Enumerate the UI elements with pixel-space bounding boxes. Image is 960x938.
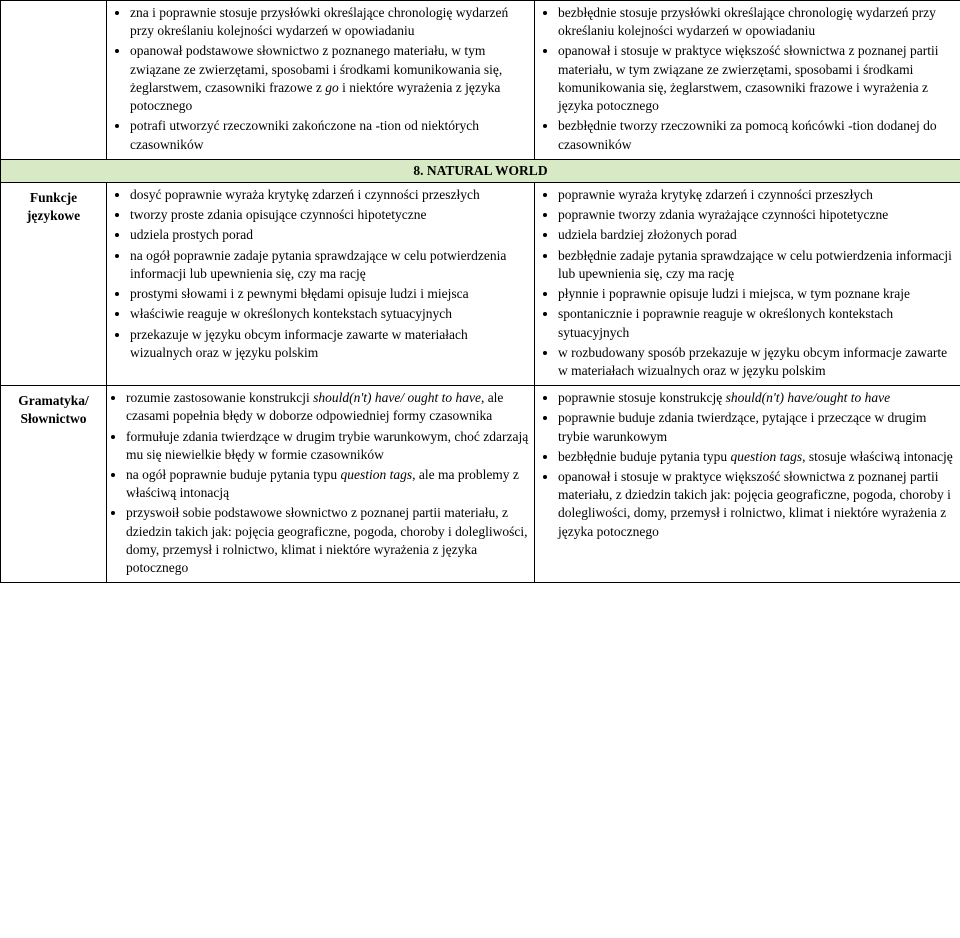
bullet-item: opanował podstawowe słownictwo z poznane… [130,42,529,117]
criteria-cell-left: rozumie zastosowanie konstrukcji should(… [107,386,535,583]
bullet-list: dosyć poprawnie wyraża krytykę zdarzeń i… [112,186,529,364]
bullet-item: na ogół poprawnie buduje pytania typu qu… [126,466,529,504]
row-header-empty [1,1,107,160]
criteria-cell-left: zna i poprawnie stosuje przysłówki okreś… [107,1,535,160]
bullet-item: bezbłędnie zadaje pytania sprawdzające w… [558,247,955,285]
bullet-item: opanował i stosuje w praktyce większość … [558,42,955,117]
bullet-item: w rozbudowany sposób przekazuje w języku… [558,344,955,382]
row-header: Gramatyka/ Słownictwo [1,386,107,583]
bullet-item: poprawnie stosuje konstrukcję should(n't… [558,389,955,409]
bullet-item: płynnie i poprawnie opisuje ludzi i miej… [558,285,955,305]
bullet-item: udziela bardziej złożonych porad [558,226,955,246]
bullet-item: bezbłędnie stosuje przysłówki określając… [558,4,955,42]
bullet-list: bezbłędnie stosuje przysłówki określając… [540,4,955,156]
bullet-item: zna i poprawnie stosuje przysłówki okreś… [130,4,529,42]
bullet-list: poprawnie stosuje konstrukcję should(n't… [540,389,955,543]
bullet-list: rozumie zastosowanie konstrukcji should(… [112,389,529,579]
bullet-list: zna i poprawnie stosuje przysłówki okreś… [112,4,529,156]
criteria-cell-right: poprawnie wyraża krytykę zdarzeń i czynn… [535,182,960,385]
bullet-item: rozumie zastosowanie konstrukcji should(… [126,389,529,427]
bullet-item: na ogół poprawnie zadaje pytania sprawdz… [130,247,529,285]
bullet-item: poprawnie buduje zdania twierdzące, pyta… [558,409,955,447]
bullet-item: poprawnie tworzy zdania wyrażające czynn… [558,206,955,226]
bullet-item: formułuje zdania twierdzące w drugim try… [126,428,529,466]
bullet-item: opanował i stosuje w praktyce większość … [558,468,955,543]
bullet-item: dosyć poprawnie wyraża krytykę zdarzeń i… [130,186,529,206]
bullet-item: prostymi słowami i z pewnymi błędami opi… [130,285,529,305]
bullet-list: poprawnie wyraża krytykę zdarzeń i czynn… [540,186,955,382]
bullet-item: tworzy proste zdania opisujące czynności… [130,206,529,226]
criteria-cell-left: dosyć poprawnie wyraża krytykę zdarzeń i… [107,182,535,385]
bullet-item: bezbłędnie buduje pytania typu question … [558,448,955,468]
bullet-item: przekazuje w języku obcym informacje zaw… [130,326,529,364]
section-header: 8. NATURAL WORLD [1,159,960,182]
bullet-item: przyswoił sobie podstawowe słownictwo z … [126,504,529,579]
criteria-cell-right: bezbłędnie stosuje przysłówki określając… [535,1,960,160]
criteria-cell-right: poprawnie stosuje konstrukcję should(n't… [535,386,960,583]
bullet-item: potrafi utworzyć rzeczowniki zakończone … [130,117,529,155]
bullet-item: spontanicznie i poprawnie reaguje w okre… [558,305,955,343]
bullet-item: udziela prostych porad [130,226,529,246]
bullet-item: bezbłędnie tworzy rzeczowniki za pomocą … [558,117,955,155]
bullet-item: właściwie reaguje w określonych kontekst… [130,305,529,325]
bullet-item: poprawnie wyraża krytykę zdarzeń i czynn… [558,186,955,206]
row-header: Funkcje językowe [1,182,107,385]
criteria-table: zna i poprawnie stosuje przysłówki okreś… [0,0,960,583]
